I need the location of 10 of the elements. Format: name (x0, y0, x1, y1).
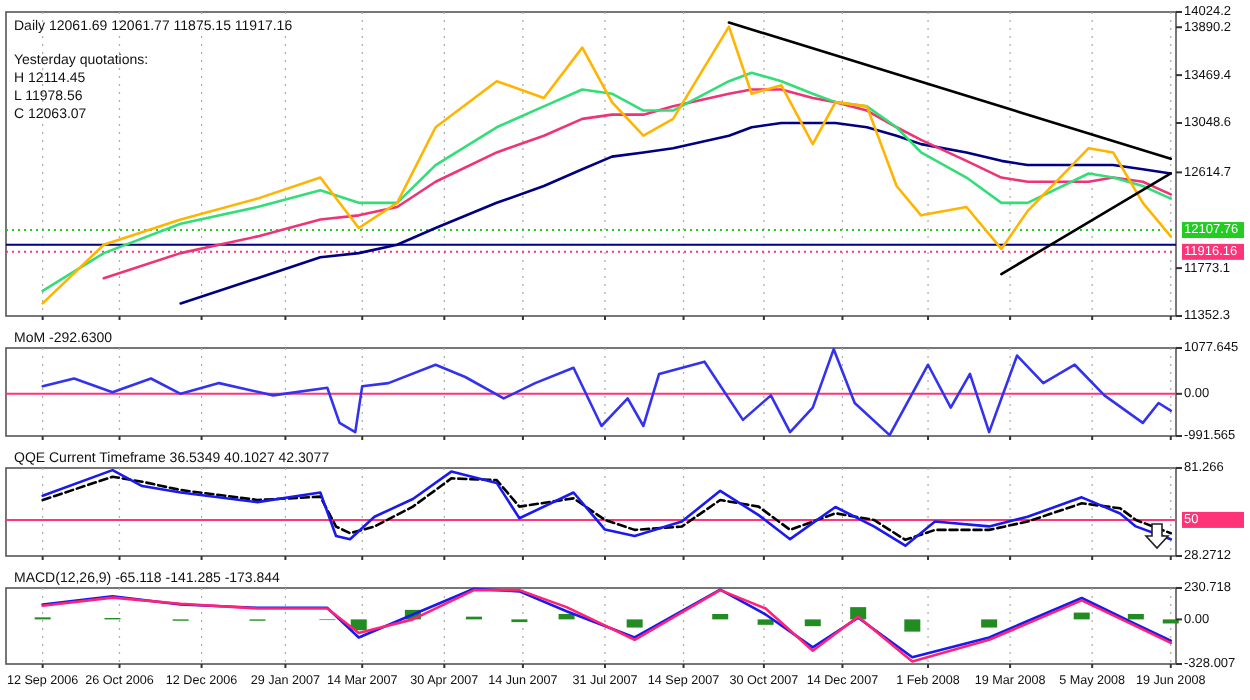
bar (350, 619, 367, 631)
bar (712, 613, 729, 620)
bar (981, 619, 998, 628)
bar (757, 619, 774, 625)
line-series (41, 347, 1173, 437)
bar (804, 619, 821, 627)
line-series (102, 88, 1173, 280)
bar (1127, 613, 1144, 620)
bar (904, 619, 921, 632)
bar (626, 619, 643, 628)
